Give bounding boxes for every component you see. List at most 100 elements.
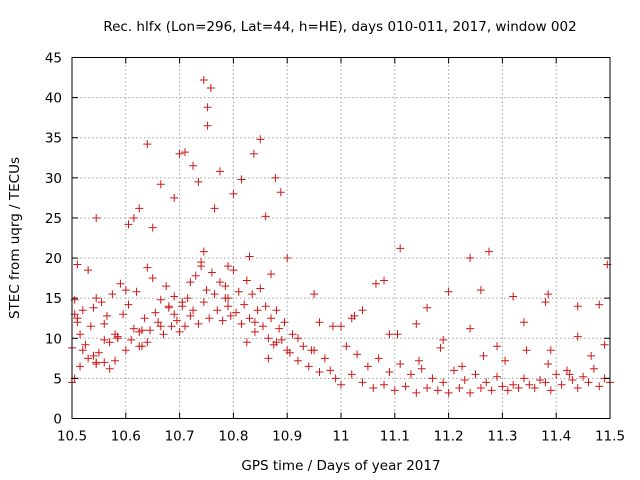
data-point [76,330,85,339]
data-point [487,386,496,395]
data-point [568,375,577,384]
data-point [89,351,98,360]
y-tick-label: 30 [45,171,62,187]
data-point [525,380,534,389]
data-point [396,244,405,253]
data-point [310,290,319,299]
data-point [73,314,82,323]
data-point [276,188,285,197]
data-point [337,322,345,331]
x-tick-label: 11.2 [434,429,464,445]
data-point [493,372,502,381]
data-point [337,380,345,389]
data-point [121,286,130,295]
data-point [146,326,155,335]
data-point [186,311,195,320]
data-point [320,354,329,363]
data-point [154,318,163,327]
data-point [186,278,195,287]
data-point [380,276,389,285]
data-point [229,266,238,275]
data-point [189,306,198,315]
data-point [519,318,528,327]
data-point [203,121,212,130]
data-point [250,327,259,336]
data-point [92,213,101,222]
data-point [167,322,176,331]
data-point [277,335,286,344]
data-point [102,311,111,320]
data-point [172,316,181,325]
data-point [224,262,233,271]
data-point [600,340,609,349]
x-axis-label: GPS time / Days of year 2017 [241,458,440,474]
data-point [293,356,302,365]
data-point [237,319,246,328]
data-point [105,364,114,373]
data-point [156,322,165,331]
data-point [353,350,362,359]
data-point [501,356,510,365]
data-point [127,335,136,344]
data-point [205,314,214,323]
grid-lines [72,57,610,419]
x-tick-label: 10.7 [165,429,195,445]
data-point [587,351,596,360]
data-point [326,366,335,375]
y-tick-label: 25 [45,211,62,227]
data-point [242,276,251,285]
data-point [156,295,165,304]
data-point [170,310,179,319]
data-point [143,263,152,272]
chart-title: Rec. hlfx (Lon=296, Lat=44, h=HE), days … [103,19,576,35]
data-point [595,382,604,391]
data-point [449,366,458,375]
data-point [226,311,235,320]
data-point [267,270,276,279]
data-point [81,340,90,349]
data-point [439,378,448,387]
data-point [573,384,582,393]
data-point [371,279,380,288]
data-point [423,384,432,393]
data-point [509,380,518,389]
data-point [267,314,276,323]
data-point [248,290,257,299]
data-point [390,386,399,395]
data-point [393,330,402,339]
data-point [455,384,464,393]
data-point [221,294,230,303]
data-point [116,279,125,288]
data-point [178,298,187,307]
data-point [129,213,138,222]
data-point [458,362,467,371]
data-point [482,378,491,387]
data-point [207,268,216,277]
data-point [271,173,280,182]
data-point [111,330,120,339]
y-tick-label: 20 [45,251,62,267]
data-point [191,271,200,280]
data-point [283,254,292,263]
data-point [215,278,224,287]
x-tick-label: 11.4 [541,429,571,445]
data-point [406,370,415,379]
data-point [132,287,141,296]
data-point [84,354,93,363]
data-point [94,348,103,357]
data-point [258,322,267,331]
data-point [544,290,553,299]
y-tick-label: 5 [53,371,62,387]
data-point [151,308,160,317]
data-point [423,303,432,312]
data-point [396,359,405,368]
data-point [111,356,120,365]
data-point [97,298,106,307]
data-point [180,148,189,157]
data-point [218,316,227,325]
data-point [148,274,157,283]
data-point [170,193,179,202]
data-point [428,374,437,383]
data-point [380,380,389,389]
data-point [202,286,211,295]
